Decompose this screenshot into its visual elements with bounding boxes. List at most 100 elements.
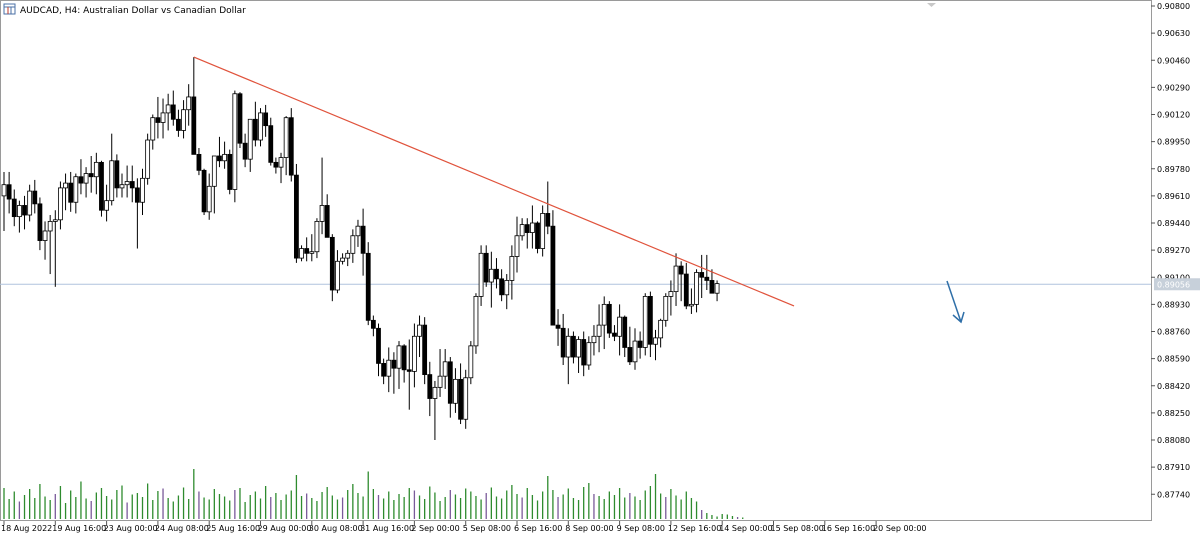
- candle: [519, 218, 525, 241]
- candle: [211, 155, 217, 214]
- candle: [612, 325, 617, 342]
- x-tick-label: 29 Aug 00:00: [258, 524, 312, 533]
- candle-body: [140, 177, 145, 203]
- candle: [176, 109, 181, 137]
- candle-body: [242, 142, 248, 160]
- candle: [658, 318, 664, 348]
- candle: [437, 349, 443, 397]
- candle: [596, 304, 602, 353]
- candle: [37, 197, 43, 251]
- candle: [689, 288, 694, 314]
- candle-body: [314, 221, 320, 253]
- candle-body: [678, 265, 684, 275]
- candle: [401, 344, 407, 383]
- candle: [150, 114, 156, 150]
- candle: [258, 108, 263, 147]
- candle: [417, 315, 422, 358]
- candle: [458, 363, 463, 425]
- candle-body: [176, 118, 181, 131]
- trend-line[interactable]: [193, 56, 795, 307]
- candle: [181, 100, 186, 139]
- candle-body: [304, 248, 310, 254]
- y-tick-label: 0.89610: [1157, 192, 1190, 201]
- candle-body: [453, 378, 458, 404]
- candle: [304, 237, 310, 262]
- candle: [447, 357, 453, 418]
- candle: [483, 245, 489, 287]
- candle-body: [299, 248, 304, 259]
- x-tick-label: 2 Sep 00:00: [411, 524, 459, 533]
- candle-body: [499, 278, 505, 296]
- candle-body: [545, 213, 551, 227]
- candle: [335, 250, 340, 294]
- candle: [273, 157, 279, 174]
- candle: [232, 90, 238, 203]
- candle: [314, 218, 320, 259]
- candle-body: [571, 335, 576, 358]
- candle: [422, 317, 428, 385]
- candle: [535, 221, 540, 254]
- candle-body: [458, 378, 463, 420]
- candle: [134, 178, 140, 249]
- candlesticks: [1, 57, 720, 440]
- candle-body: [478, 252, 484, 297]
- candle: [11, 189, 17, 227]
- candle-body: [514, 235, 520, 257]
- volume-bars: [3, 469, 744, 519]
- candle: [268, 117, 274, 166]
- candle-body: [263, 112, 269, 127]
- candle: [196, 148, 202, 176]
- candle: [114, 154, 120, 198]
- candle-body: [504, 280, 510, 296]
- x-tick-label: 12 Sep 16:00: [668, 524, 721, 533]
- x-tick-label: 15 Sep 08:00: [771, 524, 824, 533]
- candle: [463, 369, 469, 429]
- candle-body: [160, 112, 166, 123]
- candle: [581, 331, 587, 377]
- candle: [591, 325, 597, 356]
- candle: [329, 234, 335, 302]
- y-tick-label: 0.88420: [1157, 382, 1190, 391]
- candle-body: [406, 369, 412, 372]
- candle: [663, 293, 669, 327]
- candle-body: [273, 161, 279, 168]
- candle-body: [524, 224, 530, 233]
- candle-body: [88, 173, 94, 178]
- candle: [411, 323, 417, 388]
- price-tag-box: [1154, 278, 1200, 291]
- candle: [524, 218, 530, 249]
- candle: [617, 304, 622, 356]
- candle-body: [396, 345, 402, 369]
- candle: [88, 155, 94, 193]
- candle: [668, 280, 674, 316]
- y-tick-label: 0.88760: [1157, 328, 1190, 337]
- candle-body: [427, 374, 433, 399]
- candle: [709, 269, 715, 294]
- x-tick-label: 14 Sep 00:00: [719, 524, 772, 533]
- candle-body: [109, 160, 115, 202]
- x-tick-label: 6 Sep 16:00: [514, 524, 562, 533]
- candle: [73, 173, 79, 214]
- price-marker: 0.89056: [1154, 278, 1200, 291]
- candle-body: [186, 96, 192, 111]
- scroll-marker-icon[interactable]: [927, 3, 936, 7]
- candle: [129, 165, 135, 203]
- candle: [627, 326, 633, 366]
- candle: [370, 315, 376, 337]
- candle: [606, 301, 612, 338]
- candle: [560, 313, 566, 366]
- candle-body: [11, 198, 17, 218]
- candle-body: [591, 335, 597, 344]
- candle: [324, 194, 330, 238]
- candle-body: [258, 112, 263, 141]
- candle-body: [447, 361, 453, 404]
- candle: [278, 152, 284, 184]
- candle-body: [145, 139, 151, 179]
- candle: [514, 216, 520, 273]
- candle-body: [442, 361, 448, 377]
- candle: [16, 200, 22, 233]
- candle: [504, 274, 510, 310]
- candle: [499, 269, 505, 302]
